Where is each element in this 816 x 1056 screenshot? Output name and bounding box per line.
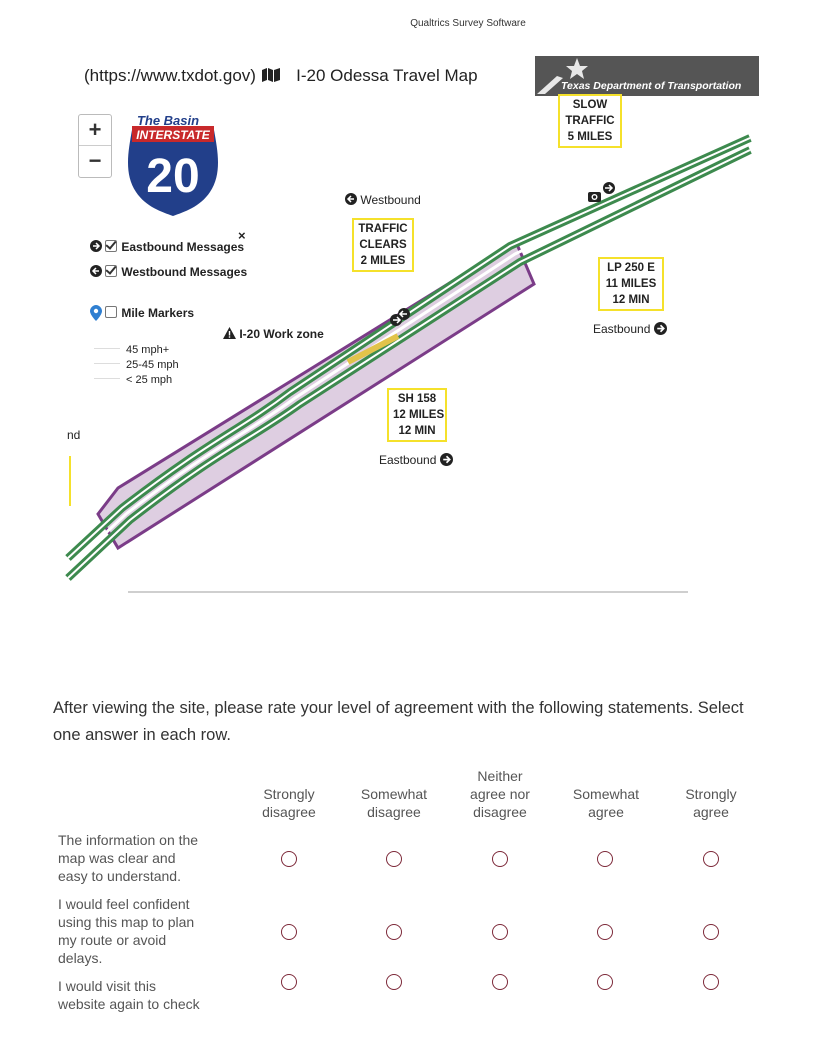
star-icon xyxy=(537,58,588,94)
map-title-text: I-20 Odessa Travel Map xyxy=(296,66,478,85)
speed-legend-slow: < 25 mph xyxy=(94,374,172,386)
row-label-3: I would visit this website again to check xyxy=(58,978,200,1012)
column-header-somewhat-disagree: Somewhat disagree xyxy=(360,786,428,820)
work-zone-legend: I-20 Work zone xyxy=(223,327,324,341)
radio-row1-neither[interactable] xyxy=(492,851,508,867)
route-number: 20 xyxy=(146,150,199,203)
row-label-2: I would feel confident using this map to … xyxy=(58,896,195,966)
arrow-right-icon xyxy=(90,240,102,252)
westbound-messages-label: Westbound Messages xyxy=(121,265,248,279)
work-zone-label: I-20 Work zone xyxy=(239,327,324,341)
radio-row1-strongly-disagree[interactable] xyxy=(281,851,297,867)
zoom-control: + − xyxy=(78,114,112,178)
radio-row3-somewhat-disagree[interactable] xyxy=(386,974,402,990)
column-header-strongly-disagree: Strongly disagree xyxy=(262,786,316,820)
westbound-label[interactable]: Westbound xyxy=(345,193,421,207)
sign-sh158[interactable]: SH 158 12 MILES 12 MIN xyxy=(387,388,447,442)
radio-row1-somewhat-disagree[interactable] xyxy=(386,851,402,867)
column-header-neither: Neither agree nor disagree xyxy=(470,768,530,820)
radio-row3-strongly-agree[interactable] xyxy=(703,974,719,990)
row-label-1: The information on the map was clear and e… xyxy=(58,832,199,884)
mile-markers-label: Mile Markers xyxy=(121,306,195,320)
cut-label: nd xyxy=(67,428,81,442)
map-title-link[interactable]: (https://www.txdot.gov) xyxy=(84,66,256,85)
radio-row1-somewhat-agree[interactable] xyxy=(597,851,613,867)
map-title: (https://www.txdot.gov) I-20 Odessa Trav… xyxy=(84,66,478,86)
arrow-left-icon xyxy=(90,265,102,277)
arrow-icon-middle-2[interactable] xyxy=(398,308,410,320)
eastbound-messages-toggle[interactable]: Eastbound Messages xyxy=(90,240,244,254)
radio-row3-somewhat-agree[interactable] xyxy=(597,974,613,990)
slow-segment xyxy=(346,333,400,365)
radio-row2-somewhat-agree[interactable] xyxy=(597,924,613,940)
eastbound-messages-label: Eastbound Messages xyxy=(121,240,245,254)
column-header-strongly-agree: Strongly agree xyxy=(685,786,737,820)
map-pin-icon xyxy=(90,305,102,321)
column-header-somewhat-agree: Somewhat agree xyxy=(572,786,640,820)
question-text: After viewing the site, please rate your… xyxy=(53,699,744,744)
mile-markers-toggle[interactable]: Mile Markers xyxy=(90,305,194,321)
arrow-right-icon xyxy=(653,322,667,335)
interstate-text: INTERSTATE xyxy=(136,128,211,142)
radio-row2-somewhat-disagree[interactable] xyxy=(386,924,402,940)
txdot-logo-text: Texas Department of Transportation xyxy=(561,80,742,92)
eastbound-label-1[interactable]: Eastbound xyxy=(593,322,667,336)
sign-slow-traffic[interactable]: SLOW TRAFFIC 5 MILES xyxy=(558,94,622,148)
page-header: Qualtrics Survey Software xyxy=(410,18,526,29)
radio-row2-strongly-agree[interactable] xyxy=(703,924,719,940)
arrow-left-icon xyxy=(345,193,357,205)
speed-legend-medium: 25-45 mph xyxy=(94,359,179,371)
txdot-logo[interactable]: Texas Department of Transportation xyxy=(535,56,759,96)
radio-row1-strongly-agree[interactable] xyxy=(703,851,719,867)
radio-row2-strongly-disagree[interactable] xyxy=(281,924,297,940)
eastbound-label-2[interactable]: Eastbound xyxy=(379,453,453,467)
sign-lp250[interactable]: LP 250 E 11 MILES 12 MIN xyxy=(598,257,664,311)
map-icon xyxy=(261,68,280,82)
radio-row3-strongly-disagree[interactable] xyxy=(281,974,297,990)
eastbound-checkbox[interactable] xyxy=(105,240,118,252)
basin-text: The Basin xyxy=(137,113,199,128)
radio-row2-neither[interactable] xyxy=(492,924,508,940)
radio-row3-neither[interactable] xyxy=(492,974,508,990)
warning-icon xyxy=(223,327,236,339)
sign-traffic-clears[interactable]: TRAFFIC CLEARS 2 MILES xyxy=(352,218,414,272)
i20-shield-logo: INTERSTATE The Basin 20 xyxy=(128,113,218,216)
zoom-out-button[interactable]: − xyxy=(79,145,111,176)
westbound-messages-toggle[interactable]: Westbound Messages xyxy=(90,265,247,279)
map-canvas[interactable] xyxy=(0,0,816,640)
speed-legend-fast: 45 mph+ xyxy=(94,344,169,356)
zoom-in-button[interactable]: + xyxy=(88,117,102,142)
legend-close-button[interactable]: × xyxy=(238,228,246,243)
arrow-right-icon xyxy=(439,453,453,466)
arrow-icon-top[interactable] xyxy=(603,182,615,194)
camera-icon[interactable] xyxy=(588,192,601,202)
westbound-checkbox[interactable] xyxy=(105,265,118,277)
mile-markers-checkbox[interactable] xyxy=(105,306,118,318)
